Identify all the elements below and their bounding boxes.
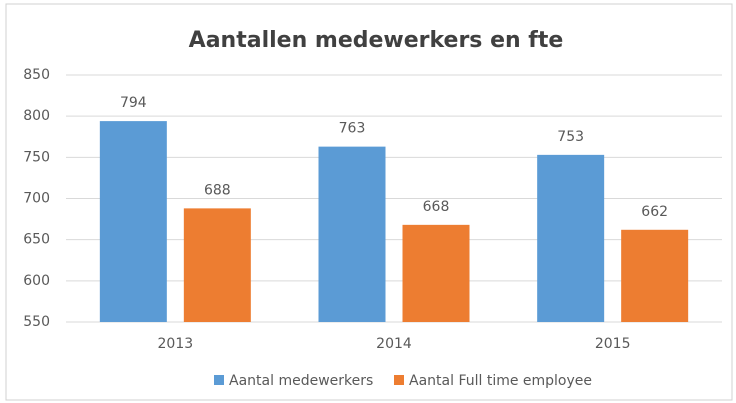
legend-label: Aantal medewerkers [229,373,373,389]
y-tick-label: 750 [23,149,50,165]
y-tick-label: 850 [23,67,50,83]
bar [537,154,605,322]
x-tick-label: 2015 [595,336,631,352]
chart-title: Aantallen medewerkers en fte [189,28,564,53]
legend-swatch [214,375,224,385]
y-tick-label: 700 [23,191,50,207]
legend-swatch [394,375,404,385]
data-label: 794 [120,95,147,111]
data-label: 753 [557,129,584,145]
y-tick-label: 800 [23,108,50,124]
data-label: 688 [204,182,231,198]
data-label: 662 [641,204,668,220]
x-tick-label: 2013 [158,336,194,352]
bar [99,121,167,323]
y-tick-label: 600 [23,273,50,289]
bar [621,229,689,322]
data-label: 668 [423,199,450,215]
y-tick-label: 650 [23,232,50,248]
bar [318,146,386,322]
legend-label: Aantal Full time employee [409,373,592,389]
bar [402,224,470,322]
data-label: 763 [339,121,366,137]
y-tick-label: 550 [23,314,50,330]
x-tick-label: 2014 [376,336,412,352]
bar [183,208,251,322]
